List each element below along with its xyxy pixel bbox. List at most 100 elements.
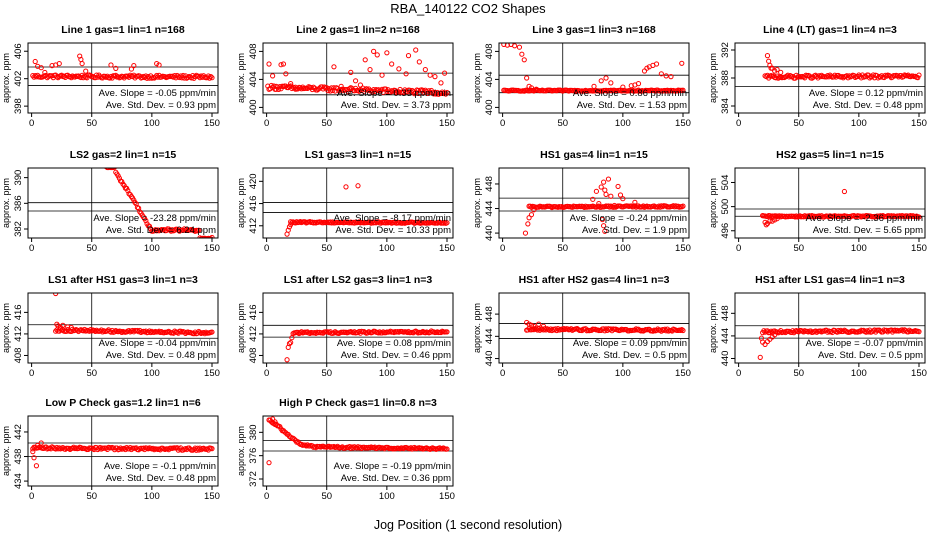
data-point (838, 327, 844, 333)
x-tick-label: 0 (264, 491, 269, 502)
y-axis-label: approx. ppm (236, 303, 246, 353)
data-point (653, 327, 660, 333)
data-point (531, 323, 537, 329)
data-point (266, 460, 272, 466)
data-point (156, 62, 162, 68)
data-point (444, 220, 450, 226)
data-point (130, 327, 136, 334)
plot-frame (27, 42, 219, 114)
data-point (326, 443, 332, 449)
data-point (32, 58, 38, 65)
data-point (916, 214, 922, 220)
data-point (766, 58, 772, 64)
y-tick-label: 380 (248, 424, 259, 440)
data-point (108, 62, 114, 68)
data-point (528, 212, 535, 218)
data-point (396, 66, 402, 72)
std-dev-annotation: Ave. Std. Dev. = 0.48 ppm (813, 100, 923, 111)
data-point (292, 86, 299, 92)
chart-panel: HS1 gas=4 lin=1 n=15 approx. ppm Ave. Slop… (472, 149, 691, 254)
x-tick-label: 50 (557, 118, 568, 129)
chart-panel: Line 3 gas=1 lin=3 n=168 approx. ppm Ave. … (472, 24, 691, 129)
data-point (363, 86, 370, 92)
data-point (793, 213, 799, 219)
data-point (80, 328, 86, 334)
data-point (894, 73, 900, 79)
x-tick-label: 150 (204, 491, 220, 502)
data-point (303, 443, 309, 449)
data-point (373, 220, 379, 226)
data-point (146, 223, 153, 229)
data-point (83, 68, 89, 74)
plot-frame (27, 292, 219, 364)
data-point (608, 193, 614, 199)
data-point (190, 72, 196, 79)
data-point (92, 328, 98, 335)
data-point (519, 51, 525, 57)
y-tick-label: 412 (13, 326, 24, 342)
data-point (131, 63, 137, 69)
data-point (432, 74, 438, 80)
data-point (196, 227, 202, 233)
y-tick-label: 444 (484, 201, 495, 217)
x-tick-label: 150 (204, 243, 220, 254)
y-tick-label: 412 (248, 326, 259, 342)
y-axis-label: approx. ppm (1, 303, 11, 353)
data-point (408, 445, 414, 451)
data-point (286, 341, 293, 347)
plot-frame (262, 292, 454, 364)
y-tick-label: 388 (720, 70, 731, 86)
data-point (663, 73, 669, 79)
slope-annotation: Ave. Slope = -0.24 ppm/min (570, 213, 687, 224)
std-dev-annotation: Ave. Std. Dev. = 0.5 ppm (582, 350, 687, 361)
data-point (132, 199, 138, 206)
data-point (824, 73, 831, 79)
data-point (877, 74, 884, 80)
data-point (438, 329, 444, 336)
data-point (379, 330, 385, 336)
data-point (658, 71, 664, 77)
data-point (767, 218, 773, 224)
data-point (266, 61, 272, 67)
data-point (185, 74, 191, 80)
point-group (103, 168, 215, 238)
data-point (33, 463, 40, 469)
data-point (106, 168, 112, 171)
x-tick-label: 150 (439, 368, 455, 379)
x-tick-label: 150 (439, 243, 455, 254)
y-tick-label: 504 (720, 175, 731, 191)
data-point (632, 203, 638, 209)
data-point (653, 61, 660, 67)
data-point (596, 203, 602, 209)
data-point (602, 228, 608, 234)
data-point (209, 329, 215, 335)
data-point (425, 90, 431, 96)
y-tick-label: 386 (13, 195, 24, 211)
y-tick-label: 442 (13, 424, 24, 440)
x-tick-label: 150 (675, 118, 691, 129)
data-point (776, 329, 783, 335)
data-point (116, 175, 122, 181)
std-dev-annotation: Ave. Std. Dev. = 5.65 ppm (813, 225, 923, 236)
x-tick-label: 150 (204, 118, 220, 129)
point-group (266, 416, 450, 466)
data-point (389, 61, 395, 67)
data-point (143, 218, 149, 224)
slope-annotation: Ave. Slope = -8.17 ppm/min (334, 213, 451, 224)
x-tick-label: 0 (264, 243, 269, 254)
data-point (602, 187, 608, 193)
y-tick-label: 416 (248, 196, 259, 212)
y-tick-label: 444 (484, 328, 495, 344)
panel-title: HS1 after LS1 gas=4 lin=1 n=3 (755, 274, 905, 286)
data-point (355, 183, 361, 189)
x-tick-label: 50 (557, 243, 568, 254)
data-point (288, 339, 294, 346)
x-tick-label: 100 (379, 118, 395, 129)
data-point (117, 445, 124, 451)
data-point (182, 445, 189, 452)
x-tick-label: 100 (851, 118, 867, 129)
chart-panel: High P Check gas=1 lin=0.8 n=3 approx. pp… (236, 397, 455, 502)
std-dev-annotation: Ave. Std. Dev. = 0.46 ppm (341, 350, 451, 361)
y-tick-label: 496 (720, 223, 731, 239)
